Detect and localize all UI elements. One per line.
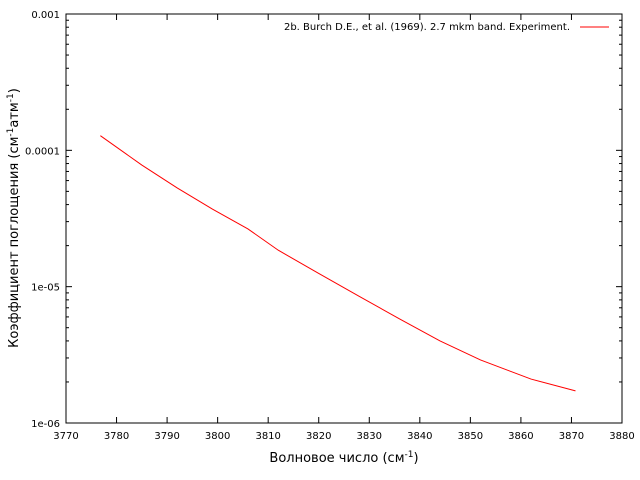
y-tick-label: 0.001 [31,10,60,21]
plot-frame [65,13,623,424]
x-tick-label: 3790 [154,431,179,442]
series-line [100,135,576,392]
x-tick-label: 3830 [357,431,382,442]
y-axis-title-end: ) [7,88,22,93]
y-axis-title-sup2: -1 [6,93,16,102]
x-tick-label: 3770 [53,431,78,442]
y-tick-label: 0.0001 [25,146,60,157]
y-axis-ticks: 0.001 0.0001 1e-05 1e-06 [25,10,622,430]
x-tick-label: 3800 [205,431,230,442]
x-tick-label: 3820 [306,431,331,442]
x-axis-title: Волновое число (см-1) [269,450,418,466]
legend-entry-label: 2b. Burch D.E., et al. (1969). 2.7 mkm b… [284,22,570,33]
x-axis-title-end: ) [413,451,418,466]
x-tick-label: 3880 [609,431,634,442]
y-tick-label: 1e-06 [31,419,60,430]
series-layer [100,135,576,392]
x-tick-label: 3780 [104,431,129,442]
y-axis-title-part1: Коэффициент поглощения (см [7,137,22,348]
x-tick-label: 3850 [458,431,483,442]
x-tick-label: 3860 [508,431,533,442]
y-tick-label: 1e-05 [31,283,60,294]
y-axis-title-sup1: -1 [6,128,16,137]
x-tick-label: 3840 [407,431,432,442]
x-tick-label: 3870 [559,431,584,442]
x-axis-title-sup: -1 [405,450,414,460]
y-axis-title: Коэффициент поглощения (см-1атм-1) [6,88,22,348]
legend: 2b. Burch D.E., et al. (1969). 2.7 mkm b… [284,22,609,33]
x-axis-title-main: Волновое число (см [269,451,404,466]
x-axis-ticks: 3770 3780 3790 3800 3810 3820 3830 3840 3850 3860… [53,14,635,442]
x-tick-label: 3810 [255,431,280,442]
y-axis-title-part2: атм [7,102,22,127]
